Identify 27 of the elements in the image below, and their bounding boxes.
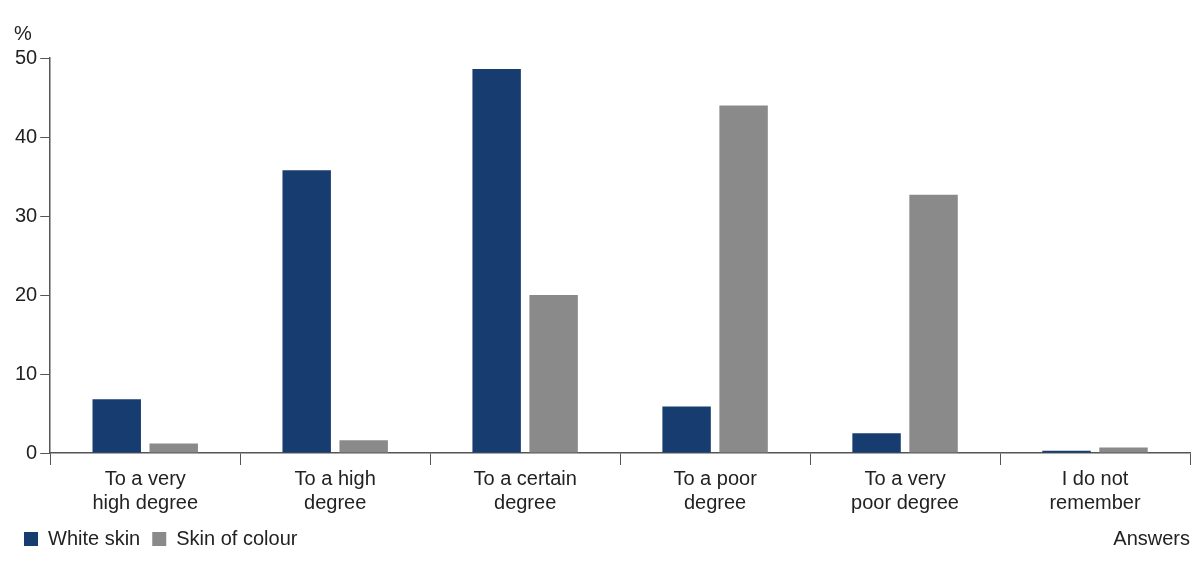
legend-label: White skin xyxy=(48,526,141,549)
x-tick-label: To a certain degree xyxy=(473,466,577,513)
y-tick-label: 40 xyxy=(15,124,38,147)
bar xyxy=(472,69,521,453)
y-axis-title: % xyxy=(14,21,32,44)
y-tick-label: 30 xyxy=(15,203,38,226)
y-tick-label: 50 xyxy=(15,45,38,68)
y-tick-label: 20 xyxy=(15,282,38,305)
bar xyxy=(339,440,388,453)
bar xyxy=(909,194,958,453)
x-axis-title: Answers xyxy=(1113,526,1190,549)
bar xyxy=(719,105,768,453)
x-tick-label: To a poor degree xyxy=(673,466,758,513)
bar xyxy=(149,443,198,453)
x-tick-label: To a high degree xyxy=(294,466,376,513)
bar xyxy=(282,170,331,453)
x-tick-label: To a very poor degree xyxy=(851,466,959,513)
y-tick-label: 10 xyxy=(15,361,38,384)
bar xyxy=(662,406,711,453)
bar xyxy=(852,433,901,453)
x-tick-label: I do not remember xyxy=(1049,466,1141,513)
bar xyxy=(1099,447,1148,453)
bar xyxy=(92,399,141,453)
x-tick-label: To a very high degree xyxy=(92,466,199,513)
legend-label: Skin of colour xyxy=(176,526,298,549)
y-tick-label: 0 xyxy=(26,440,38,463)
bar xyxy=(529,295,578,453)
